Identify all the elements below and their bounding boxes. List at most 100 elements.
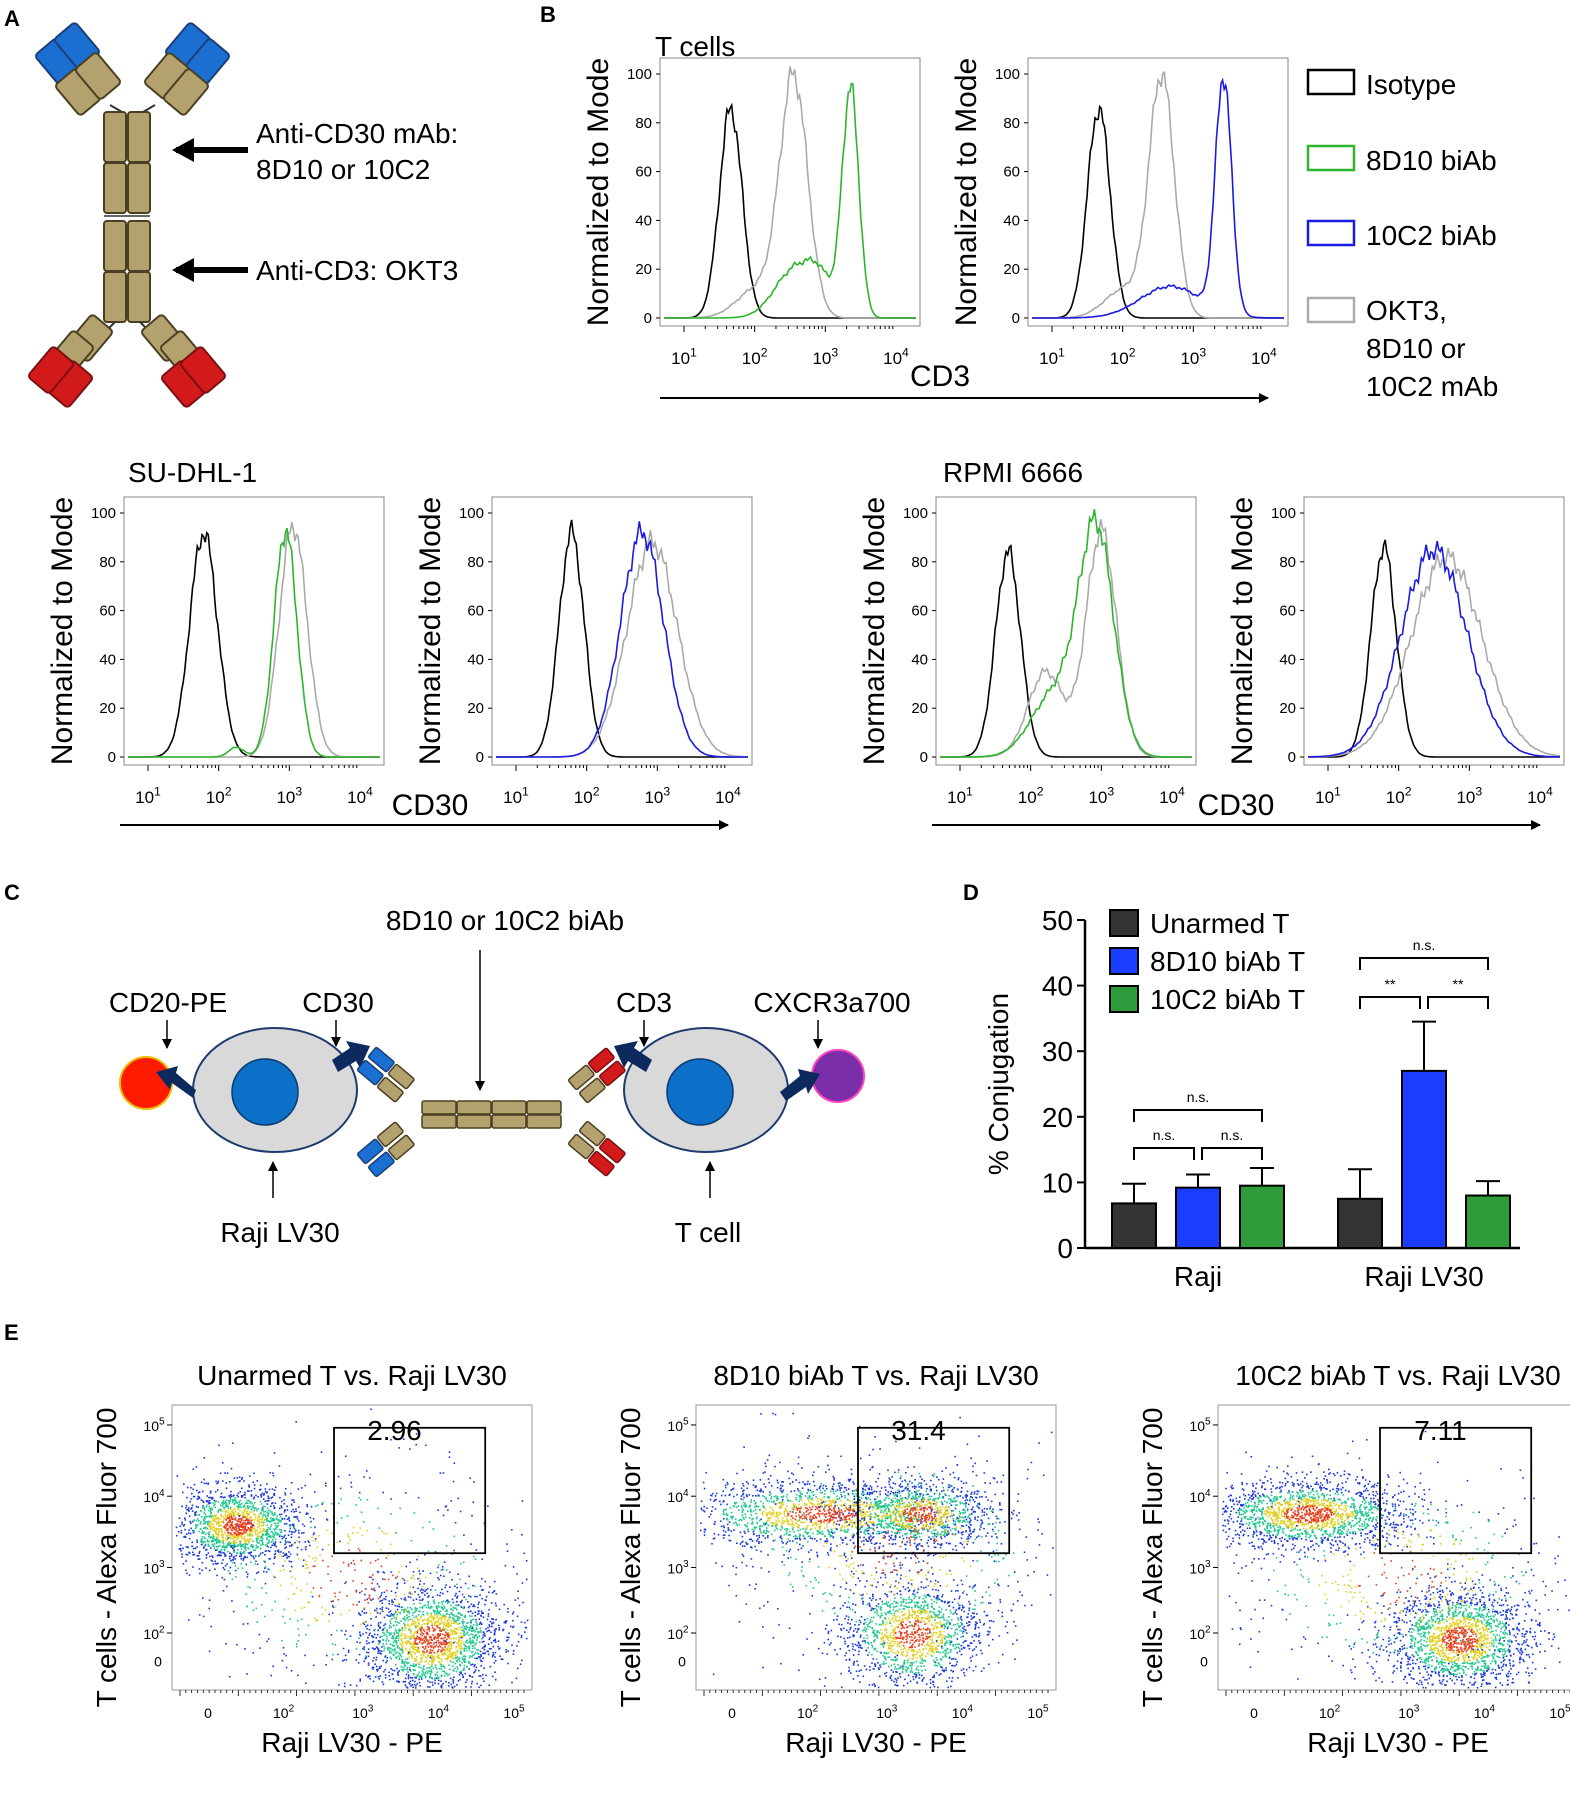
event-dot	[807, 1535, 810, 1538]
event-dot	[456, 1668, 459, 1670]
event-dot	[240, 1541, 242, 1544]
event-dot	[268, 1512, 270, 1515]
event-dot	[732, 1515, 735, 1518]
event-dot	[428, 1641, 430, 1644]
event-dot	[267, 1533, 270, 1535]
event-dot	[397, 1634, 400, 1637]
event-dot	[478, 1618, 481, 1620]
event-dot	[290, 1482, 293, 1484]
event-dot	[438, 1623, 441, 1625]
event-dot	[417, 1673, 419, 1676]
event-dot	[456, 1583, 458, 1586]
event-dot	[760, 1488, 762, 1491]
event-dot	[229, 1557, 231, 1560]
event-dot	[443, 1649, 445, 1651]
event-dot	[762, 1495, 764, 1497]
event-dot	[252, 1549, 255, 1552]
event-dot	[471, 1645, 474, 1647]
event-dot	[260, 1539, 262, 1542]
event-dot	[426, 1672, 429, 1674]
event-dot	[484, 1644, 486, 1647]
event-dot	[468, 1649, 471, 1652]
event-dot	[352, 1532, 354, 1534]
event-dot	[502, 1628, 505, 1631]
event-dot	[416, 1630, 418, 1633]
event-dot	[441, 1566, 444, 1568]
event-dot	[272, 1472, 274, 1474]
event-dot	[423, 1674, 426, 1676]
event-dot	[205, 1500, 208, 1502]
event-dot	[443, 1575, 445, 1577]
event-dot	[833, 1477, 835, 1479]
event-dot	[412, 1646, 414, 1648]
event-dot	[202, 1523, 205, 1525]
event-dot	[195, 1520, 198, 1522]
event-dot	[358, 1496, 360, 1499]
event-dot	[433, 1602, 436, 1605]
event-dot	[409, 1648, 411, 1650]
event-dot	[181, 1556, 183, 1558]
event-dot	[853, 1508, 855, 1510]
event-dot	[264, 1544, 267, 1546]
event-dot	[825, 1504, 828, 1507]
event-dot	[456, 1608, 458, 1611]
event-dot	[260, 1512, 262, 1515]
event-dot	[227, 1507, 230, 1509]
event-dot	[412, 1665, 415, 1668]
event-dot	[791, 1525, 793, 1527]
event-dot	[445, 1680, 447, 1683]
event-dot	[257, 1523, 259, 1526]
event-dot	[426, 1632, 429, 1634]
event-dot	[239, 1504, 242, 1506]
event-dot	[216, 1523, 218, 1525]
event-dot	[239, 1544, 241, 1546]
event-dot	[200, 1521, 202, 1523]
event-dot	[257, 1555, 260, 1557]
event-dot	[430, 1670, 432, 1673]
event-dot	[228, 1516, 231, 1518]
event-dot	[826, 1540, 829, 1542]
event-dot	[278, 1528, 281, 1531]
event-dot	[473, 1481, 475, 1483]
event-dot	[314, 1565, 316, 1567]
event-dot	[426, 1651, 428, 1653]
event-dot	[443, 1615, 446, 1617]
event-dot	[378, 1678, 380, 1680]
y-tick-label: 80	[1279, 554, 1296, 571]
event-dot	[403, 1616, 406, 1618]
event-dot	[455, 1604, 457, 1607]
event-dot	[472, 1605, 474, 1608]
event-dot	[253, 1521, 256, 1524]
event-dot	[471, 1615, 473, 1617]
event-dot	[334, 1606, 337, 1609]
event-dot	[213, 1526, 215, 1528]
event-dot	[255, 1607, 258, 1610]
event-dot	[463, 1631, 466, 1634]
event-dot	[412, 1623, 414, 1625]
event-dot	[263, 1570, 265, 1573]
event-dot	[474, 1595, 476, 1598]
event-dot	[807, 1509, 810, 1511]
y-tick-label: 20	[635, 261, 652, 278]
event-dot	[185, 1569, 187, 1572]
event-dot	[274, 1512, 276, 1514]
event-dot	[462, 1676, 464, 1678]
event-dot	[395, 1643, 398, 1645]
event-dot	[233, 1550, 235, 1552]
event-dot	[321, 1548, 324, 1551]
event-dot	[447, 1632, 449, 1634]
event-dot	[437, 1626, 439, 1629]
event-dot	[395, 1657, 398, 1659]
event-dot	[212, 1529, 215, 1532]
event-dot	[480, 1684, 482, 1687]
event-dot	[236, 1643, 238, 1646]
event-dot	[436, 1615, 439, 1617]
event-dot	[851, 1516, 854, 1518]
event-dot	[252, 1497, 255, 1500]
event-dot	[235, 1500, 237, 1502]
event-dot	[201, 1569, 203, 1572]
event-dot	[240, 1545, 243, 1547]
event-dot	[416, 1608, 418, 1610]
event-dot	[452, 1618, 455, 1620]
bracket-line	[1133, 1147, 1195, 1160]
